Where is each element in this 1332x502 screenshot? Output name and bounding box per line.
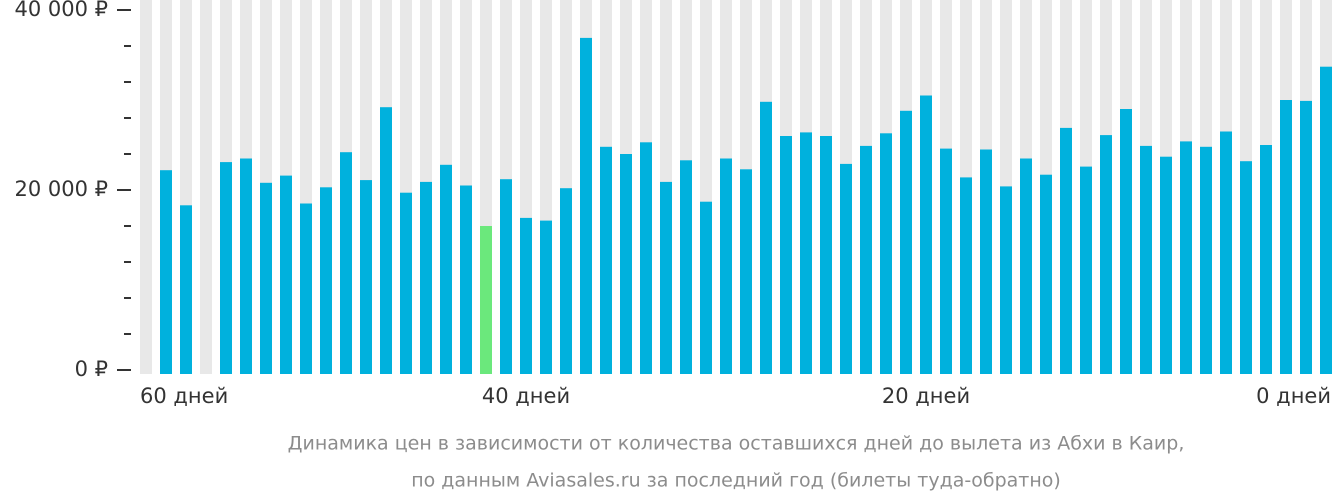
bar [860,145,872,374]
x-tick-label: 40 дней [482,384,570,408]
bar [1120,109,1132,374]
bar [360,180,372,374]
bar [900,110,912,375]
bar [940,148,952,374]
bar [220,162,232,374]
bar [640,142,652,374]
bar [300,203,312,374]
bar [1020,158,1032,374]
bar [280,175,292,374]
bar [380,107,392,374]
bar [460,185,472,374]
x-tick-label: 20 дней [882,384,970,408]
bar [1100,135,1112,374]
bar [540,220,552,374]
bar [580,37,592,375]
bar [680,160,692,374]
bar [400,192,412,374]
x-tick-label: 0 дней [1256,384,1331,408]
x-tick-label: 60 дней [140,384,228,408]
bar [560,188,572,374]
y-tick-label: 40 000 ₽ [14,0,108,21]
bar-background [200,0,212,374]
bar [1220,131,1232,374]
bar [500,179,512,374]
bar [800,132,812,374]
bar [1040,174,1052,374]
bar [1240,161,1252,374]
bar [720,158,732,374]
bar [700,201,712,374]
bar [880,133,892,374]
bar [160,170,172,374]
caption: Динамика цен в зависимости от количества… [288,433,1185,455]
bar [1080,166,1092,374]
bar [920,95,932,374]
bar [1280,100,1292,374]
caption: по данным Aviasales.ru за последний год … [411,470,1061,492]
bar [1200,146,1212,374]
bar [260,182,272,374]
bar [960,177,972,374]
bar [1000,186,1012,374]
bar [1180,141,1192,374]
bar [820,136,832,374]
bar [1320,66,1332,374]
bar [480,226,492,374]
bar-background [140,0,152,374]
bar [1160,156,1172,374]
bar [1300,100,1312,375]
bar [420,181,432,374]
bar [620,154,632,374]
bar [840,163,852,374]
bar [520,217,532,374]
bar [440,164,452,374]
y-tick-label: 20 000 ₽ [14,177,108,201]
bar [980,149,992,374]
bar [780,136,792,374]
y-tick-label: 0 ₽ [75,357,108,381]
bar [320,187,332,374]
bar [760,101,772,375]
bar [1140,145,1152,374]
bar [1060,127,1072,375]
bar [740,169,752,374]
bar [240,158,252,374]
bar [600,146,612,374]
bar [340,152,352,374]
bar [660,181,672,374]
bar [180,205,192,374]
bar [1260,145,1272,374]
